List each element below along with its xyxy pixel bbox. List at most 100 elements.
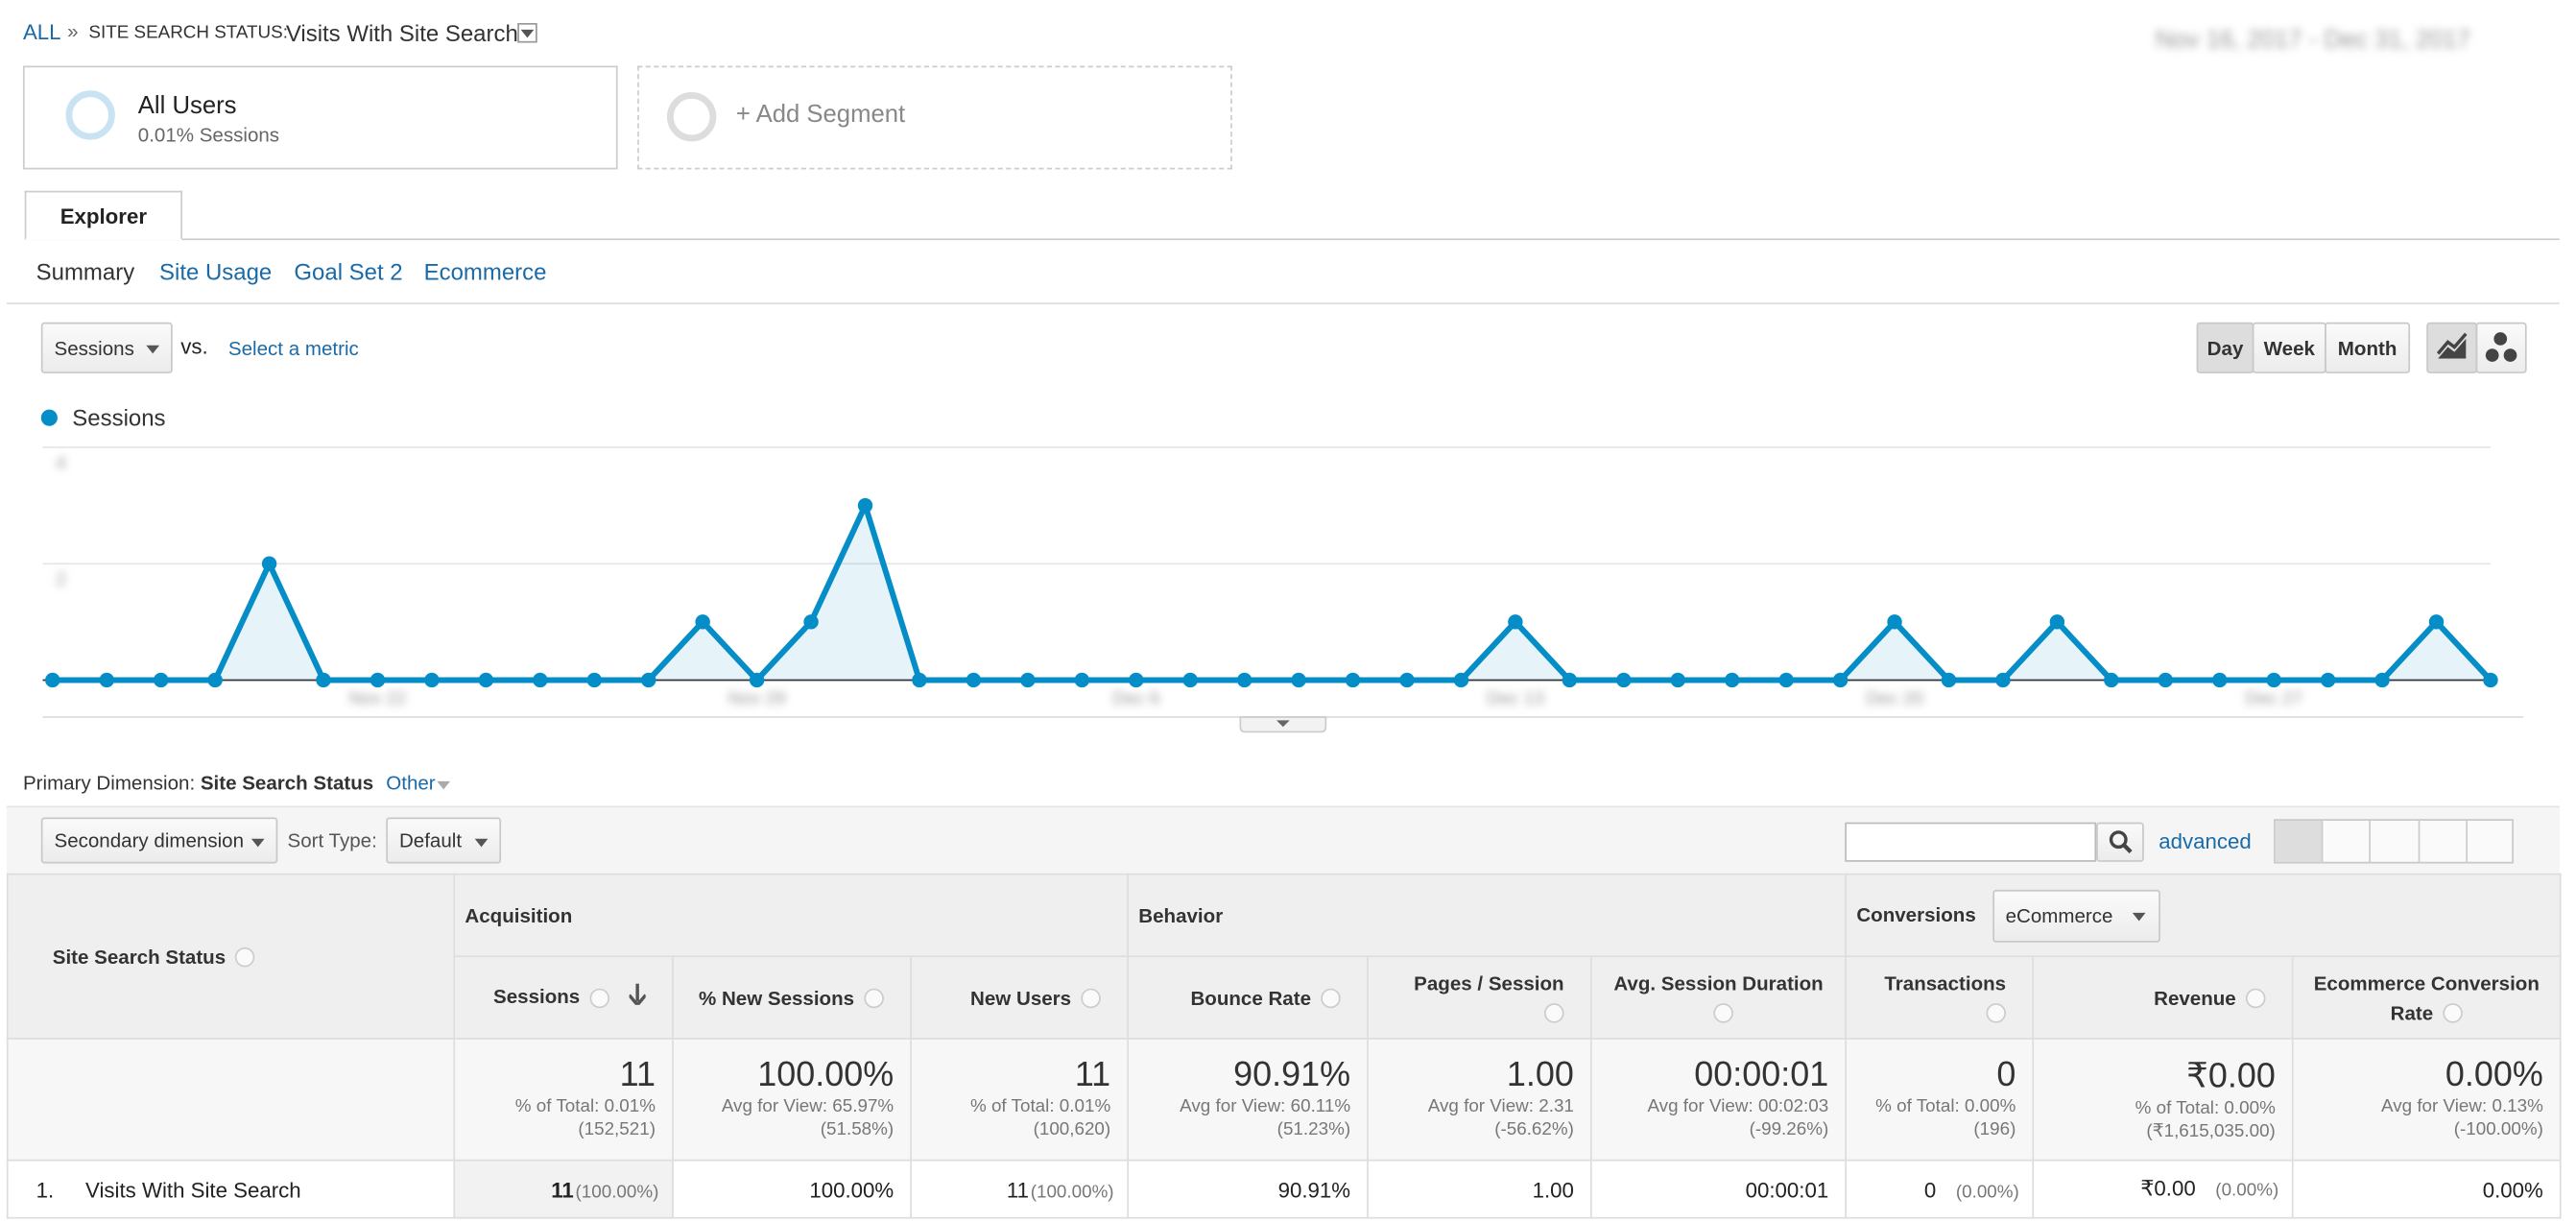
pivot-view[interactable]: [2468, 821, 2513, 862]
sort-dropdown[interactable]: Default: [386, 817, 502, 864]
cell-value: 0: [1923, 1176, 1937, 1202]
advanced-link[interactable]: advanced: [2159, 828, 2252, 854]
column-label: Transactions: [1884, 970, 2007, 994]
data-point: [1508, 614, 1523, 630]
totals-cell: ₹0.00% of Total: 0.00% (₹1,615,035.00): [2032, 1038, 2294, 1162]
header-label: Site Search Status: [52, 945, 227, 969]
metric-dropdown[interactable]: Sessions: [40, 322, 173, 373]
total-note: % of Total: 0.00%: [2135, 1098, 2276, 1119]
group-header: Conversions eCommerce: [1845, 873, 2562, 958]
column-header[interactable]: % New Sessions: [672, 955, 913, 1040]
conversion-select[interactable]: eCommerce: [1992, 889, 2161, 942]
group-label: Acquisition: [465, 903, 573, 927]
data-cell: 1.00: [1367, 1159, 1592, 1219]
total-value: 00:00:01: [1694, 1055, 1829, 1094]
search-button[interactable]: [2096, 822, 2144, 862]
totals-cell: 1.00 Avg for View: 2.31 (-56.62%): [1367, 1038, 1592, 1162]
column-header[interactable]: Revenue: [2032, 955, 2294, 1040]
data-point: [912, 672, 927, 688]
period-button[interactable]: Day: [2196, 322, 2254, 373]
primary-dimension-value[interactable]: Site Search Status: [200, 771, 374, 795]
total-value: 0: [1996, 1055, 2016, 1094]
data-point: [1182, 672, 1198, 688]
data-point: [803, 614, 819, 630]
column-header[interactable]: Ecommerce Conversion Rate: [2291, 955, 2562, 1040]
cell-value: 00:00:01: [1745, 1176, 1829, 1202]
data-cell: 11 (100.00%): [910, 1159, 1130, 1219]
explorer-tab[interactable]: Explorer: [24, 190, 183, 241]
data-point: [1778, 672, 1794, 688]
select-metric[interactable]: Select a metric: [227, 337, 359, 361]
data-point: [424, 672, 440, 688]
legend-marker: [40, 409, 58, 426]
data-point: [641, 672, 656, 688]
column-header[interactable]: Pages / Session: [1367, 955, 1592, 1040]
legend-label: Sessions: [72, 406, 165, 432]
row-name[interactable]: Visits With Site Search: [85, 1176, 301, 1202]
data-point: [99, 672, 114, 688]
column-header[interactable]: Avg. Session Duration: [1590, 955, 1848, 1040]
column-header[interactable]: Sessions: [453, 955, 674, 1040]
cell-share: (0.00%): [2215, 1181, 2279, 1201]
column-header[interactable]: New Users: [910, 955, 1130, 1040]
data-cell: 11 (100.00%): [453, 1159, 674, 1219]
total-value: 1.00: [1506, 1055, 1574, 1094]
pie-view[interactable]: [2324, 820, 2372, 862]
breadcrumb-root[interactable]: ALL: [22, 19, 61, 45]
icon: [2436, 332, 2468, 359]
add-segment-label: + Add Segment: [735, 100, 906, 129]
total-value: 90.91%: [1233, 1055, 1351, 1094]
total-note: Avg for View: 0.13%: [2380, 1096, 2543, 1117]
group-row: Site Search Status Acquisition Behavior Con…: [6, 873, 2562, 1040]
search-input[interactable]: [1845, 822, 2097, 862]
x-tick-label: Nov 29: [728, 687, 786, 707]
collapse-arrow: [1276, 720, 1290, 728]
secondary-label: Secondary dimension: [54, 828, 245, 852]
secondary-dimension[interactable]: Secondary dimension: [40, 817, 278, 864]
help-icon: [1713, 1003, 1733, 1024]
table-view[interactable]: [2275, 820, 2324, 862]
other-dimension[interactable]: Other: [386, 771, 436, 795]
data-point: [2374, 672, 2390, 688]
add-segment[interactable]: + Add Segment: [637, 65, 1232, 170]
data-point: [1887, 614, 1902, 630]
performance-view[interactable]: [2372, 820, 2420, 862]
totals-cell: 0% of Total: 0.00% (196): [1845, 1038, 2035, 1162]
series-area: [52, 505, 2491, 681]
motion-chart-button[interactable]: [2475, 322, 2527, 373]
breadcrumb-dropdown[interactable]: [517, 22, 537, 43]
x-tick-label: Dec 27: [2245, 687, 2302, 707]
period-button[interactable]: Week: [2252, 322, 2326, 373]
data-point: [586, 672, 602, 688]
sort-arrow: [628, 983, 648, 1013]
total-value: ₹0.00: [2185, 1057, 2276, 1096]
cell-value: 0.00%: [2482, 1176, 2543, 1202]
column-header[interactable]: Transactions: [1845, 955, 2035, 1040]
total-base: (-56.62%): [1494, 1119, 1574, 1140]
segment-card[interactable]: All Users 0.01% Sessions: [22, 65, 618, 170]
column-label: % New Sessions: [698, 986, 855, 1010]
data-point: [207, 672, 223, 688]
total-base: (-99.26%): [1749, 1119, 1829, 1140]
column-header[interactable]: Bounce Rate: [1127, 955, 1369, 1040]
data-cell: 100.00%: [672, 1159, 913, 1219]
data-point: [1453, 672, 1469, 688]
subtab[interactable]: Ecommerce: [423, 257, 547, 285]
line-chart-button[interactable]: [2426, 322, 2478, 373]
breadcrumb-separator: »: [67, 19, 79, 43]
data-point: [153, 672, 169, 688]
total-value: 0.00%: [2445, 1055, 2543, 1094]
period-button[interactable]: Month: [2325, 322, 2411, 373]
comparison-view[interactable]: [2420, 820, 2468, 862]
subtab[interactable]: Site Usage: [159, 257, 273, 285]
breadcrumb-value: Visits With Site Search: [285, 19, 518, 46]
cell-share: (0.00%): [1955, 1182, 2019, 1202]
help-icon: [1986, 1003, 2007, 1024]
sort-value: Default: [398, 828, 463, 852]
subtab[interactable]: Summary: [36, 257, 135, 285]
subtab[interactable]: Goal Set 2: [294, 257, 403, 285]
date-range[interactable]: Nov 16, 2017 - Dec 31, 2017: [2155, 26, 2471, 55]
help-icon: [864, 989, 884, 1009]
data-point: [2158, 672, 2173, 688]
total-base: (-100.00%): [2453, 1119, 2543, 1140]
